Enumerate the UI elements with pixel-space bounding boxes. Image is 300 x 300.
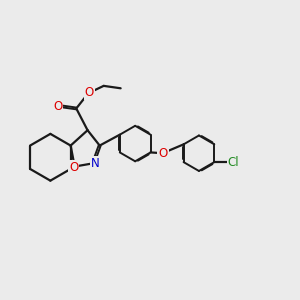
Text: O: O (69, 161, 79, 174)
Text: N: N (91, 157, 99, 170)
Text: O: O (85, 86, 94, 99)
Text: O: O (53, 100, 62, 112)
Text: Cl: Cl (227, 156, 239, 169)
Text: O: O (158, 147, 168, 160)
